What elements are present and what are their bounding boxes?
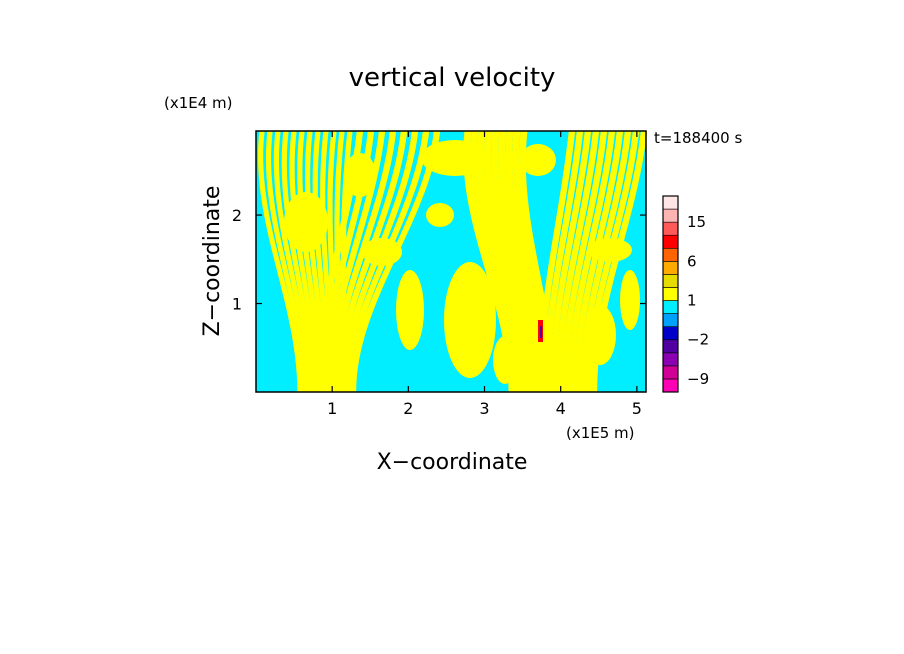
wave-band	[548, 131, 592, 392]
colorbar-segment	[662, 208, 679, 223]
wave-patch	[421, 140, 489, 176]
wave-band	[344, 131, 430, 392]
colorbar-label: 15	[687, 213, 706, 231]
colorbar: −9 −2 1 6 15	[662, 195, 709, 393]
wave-patch	[396, 270, 424, 350]
wave-patches	[284, 140, 640, 384]
colorbar-segment	[662, 221, 679, 236]
y-tick-label: 2	[232, 206, 242, 225]
colorbar-segment	[662, 313, 679, 327]
y-unit-label: (x1E4 m)	[164, 94, 233, 112]
colorbar-segment	[662, 339, 679, 354]
wave-band	[289, 131, 319, 392]
wave-band	[554, 131, 600, 392]
time-label: t=188400 s	[654, 129, 742, 147]
colorbar-segment	[662, 352, 679, 367]
colorbar-segment	[662, 365, 679, 380]
y-axis-ticks: 12	[232, 206, 646, 314]
wave-patch	[426, 203, 454, 227]
wave-band	[314, 131, 364, 392]
wave-band	[572, 131, 624, 392]
wave-patch	[284, 192, 328, 252]
updraft-core	[538, 320, 543, 342]
wave-band	[329, 131, 397, 392]
wave-band	[536, 131, 576, 392]
wave-patch	[588, 238, 632, 262]
wave-band	[281, 131, 315, 392]
wave-band	[584, 131, 640, 392]
wave-patch	[620, 270, 640, 330]
wave-patch	[362, 238, 402, 266]
colorbar-segment	[662, 274, 679, 288]
wave-band	[324, 131, 386, 392]
wave-patch	[344, 153, 376, 197]
colorbar-segment	[662, 234, 679, 249]
wave-band	[590, 131, 648, 392]
wave-band	[334, 131, 408, 392]
x-tick-label: 3	[479, 399, 489, 418]
x-tick-label: 5	[632, 399, 642, 418]
colorbar-label: 6	[687, 252, 697, 270]
wave-band	[542, 131, 584, 392]
y-axis-label: Z−coordinate	[200, 186, 225, 337]
plot-frame	[255, 130, 647, 393]
chart-title: vertical velocity	[349, 63, 556, 93]
colorbar-segment	[662, 287, 679, 301]
colorbar-segment	[662, 261, 679, 275]
x-axis-ticks: 1 2 3 4 5	[327, 131, 642, 418]
colorbar-label: 1	[687, 292, 697, 310]
x-tick-label: 4	[556, 399, 566, 418]
wave-patch	[520, 144, 556, 176]
wave-patch	[584, 305, 616, 365]
colorbar-segment	[662, 247, 679, 262]
y-tick-label: 1	[232, 295, 242, 314]
x-tick-label: 1	[327, 399, 337, 418]
wave-band	[297, 131, 323, 392]
wave-band	[258, 131, 303, 392]
colorbar-frame	[662, 195, 679, 393]
x-axis-label: X−coordinate	[377, 450, 528, 475]
x-unit-label: (x1E5 m)	[566, 424, 635, 442]
colorbar-label: −2	[687, 331, 709, 349]
wave-band	[273, 131, 311, 392]
updraft-negative	[540, 326, 542, 338]
colorbar-label: −9	[687, 370, 709, 388]
x-tick-label: 2	[403, 399, 413, 418]
wave-patch	[493, 336, 517, 384]
wave-band	[349, 131, 441, 392]
wave-band	[560, 131, 608, 392]
wave-band	[578, 131, 632, 392]
colorbar-segment	[662, 300, 679, 314]
contour-field	[256, 131, 648, 392]
wave-patch	[444, 262, 496, 378]
colorbar-segment	[662, 378, 679, 393]
colorbar-segment	[662, 326, 679, 341]
wave-band	[265, 131, 307, 392]
wave-band	[566, 131, 616, 392]
wave-band	[339, 131, 419, 392]
colorbar-segment	[662, 195, 679, 210]
